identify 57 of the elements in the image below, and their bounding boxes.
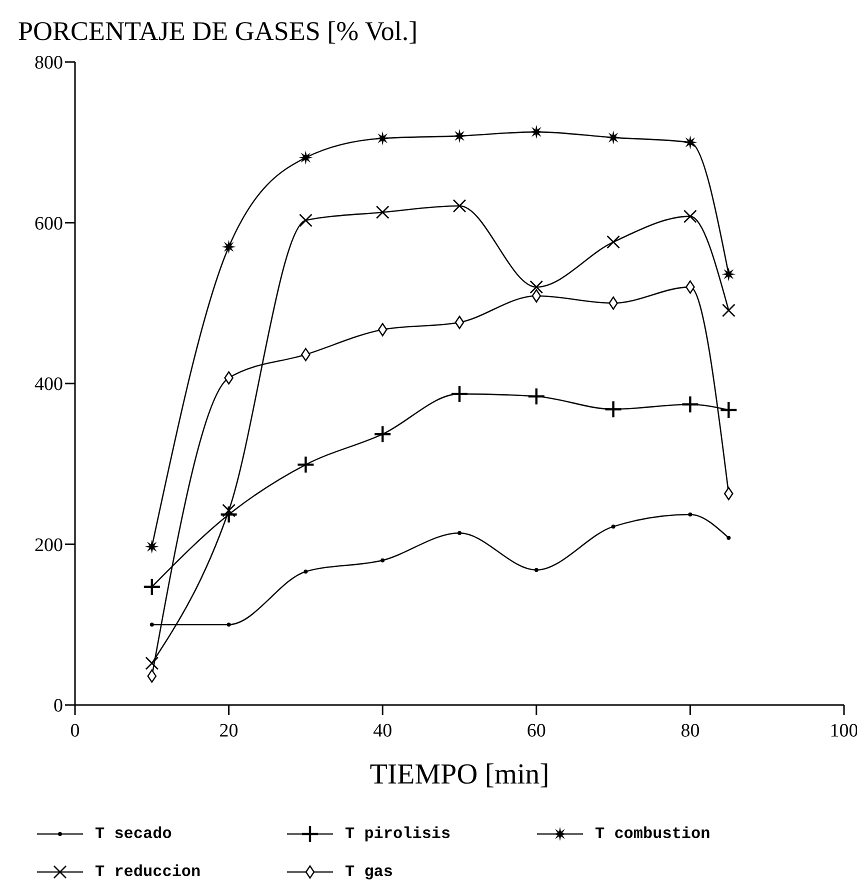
point <box>529 124 544 139</box>
point <box>606 235 620 249</box>
legend-label: T gas <box>345 863 394 881</box>
y-tick-label: 400 <box>34 374 63 396</box>
point <box>376 206 390 219</box>
point <box>722 267 736 282</box>
point <box>378 323 388 336</box>
point <box>684 210 697 224</box>
point <box>304 570 308 574</box>
x-tick-label: 60 <box>526 720 546 742</box>
y-tick-label: 600 <box>34 213 63 234</box>
point <box>606 130 620 145</box>
point <box>450 384 469 404</box>
point <box>534 568 538 572</box>
point <box>452 199 466 213</box>
point <box>532 289 542 303</box>
point <box>142 578 161 596</box>
y-tick-label: 200 <box>34 534 63 556</box>
point <box>226 622 231 627</box>
point <box>299 214 312 228</box>
point <box>380 558 385 562</box>
point <box>374 425 392 444</box>
point <box>145 656 159 670</box>
point <box>688 512 692 517</box>
point <box>150 622 154 627</box>
legend-label: T reduccion <box>95 863 201 881</box>
point <box>147 669 157 683</box>
point <box>681 395 700 414</box>
point <box>220 505 238 524</box>
point <box>458 530 462 535</box>
point <box>454 316 464 330</box>
point <box>683 135 698 150</box>
point <box>530 280 544 294</box>
x-tick-label: 40 <box>373 720 392 742</box>
point <box>720 400 738 420</box>
point <box>298 150 313 165</box>
chart-title: PORCENTAJE DE GASES [% Vol.] <box>18 16 418 47</box>
point <box>527 387 546 406</box>
x-tick-label: 0 <box>70 720 80 742</box>
point <box>604 400 622 418</box>
legend-label: T combustion <box>595 825 710 843</box>
point <box>222 240 236 254</box>
point <box>144 540 159 554</box>
y-tick-label: 800 <box>34 52 63 74</box>
point <box>611 524 616 529</box>
x-tick-label: 20 <box>219 720 238 742</box>
legend-label: T pirolisis <box>345 825 451 843</box>
point <box>726 536 731 540</box>
point <box>452 128 466 143</box>
legend-label: T secado <box>95 825 172 843</box>
point <box>222 504 236 518</box>
x-tick-label: 80 <box>680 720 700 742</box>
y-tick-label: 0 <box>54 696 63 717</box>
point <box>376 131 390 146</box>
point <box>722 304 736 318</box>
x-axis-title: TIEMPO [min] <box>370 758 550 791</box>
point <box>296 456 315 474</box>
